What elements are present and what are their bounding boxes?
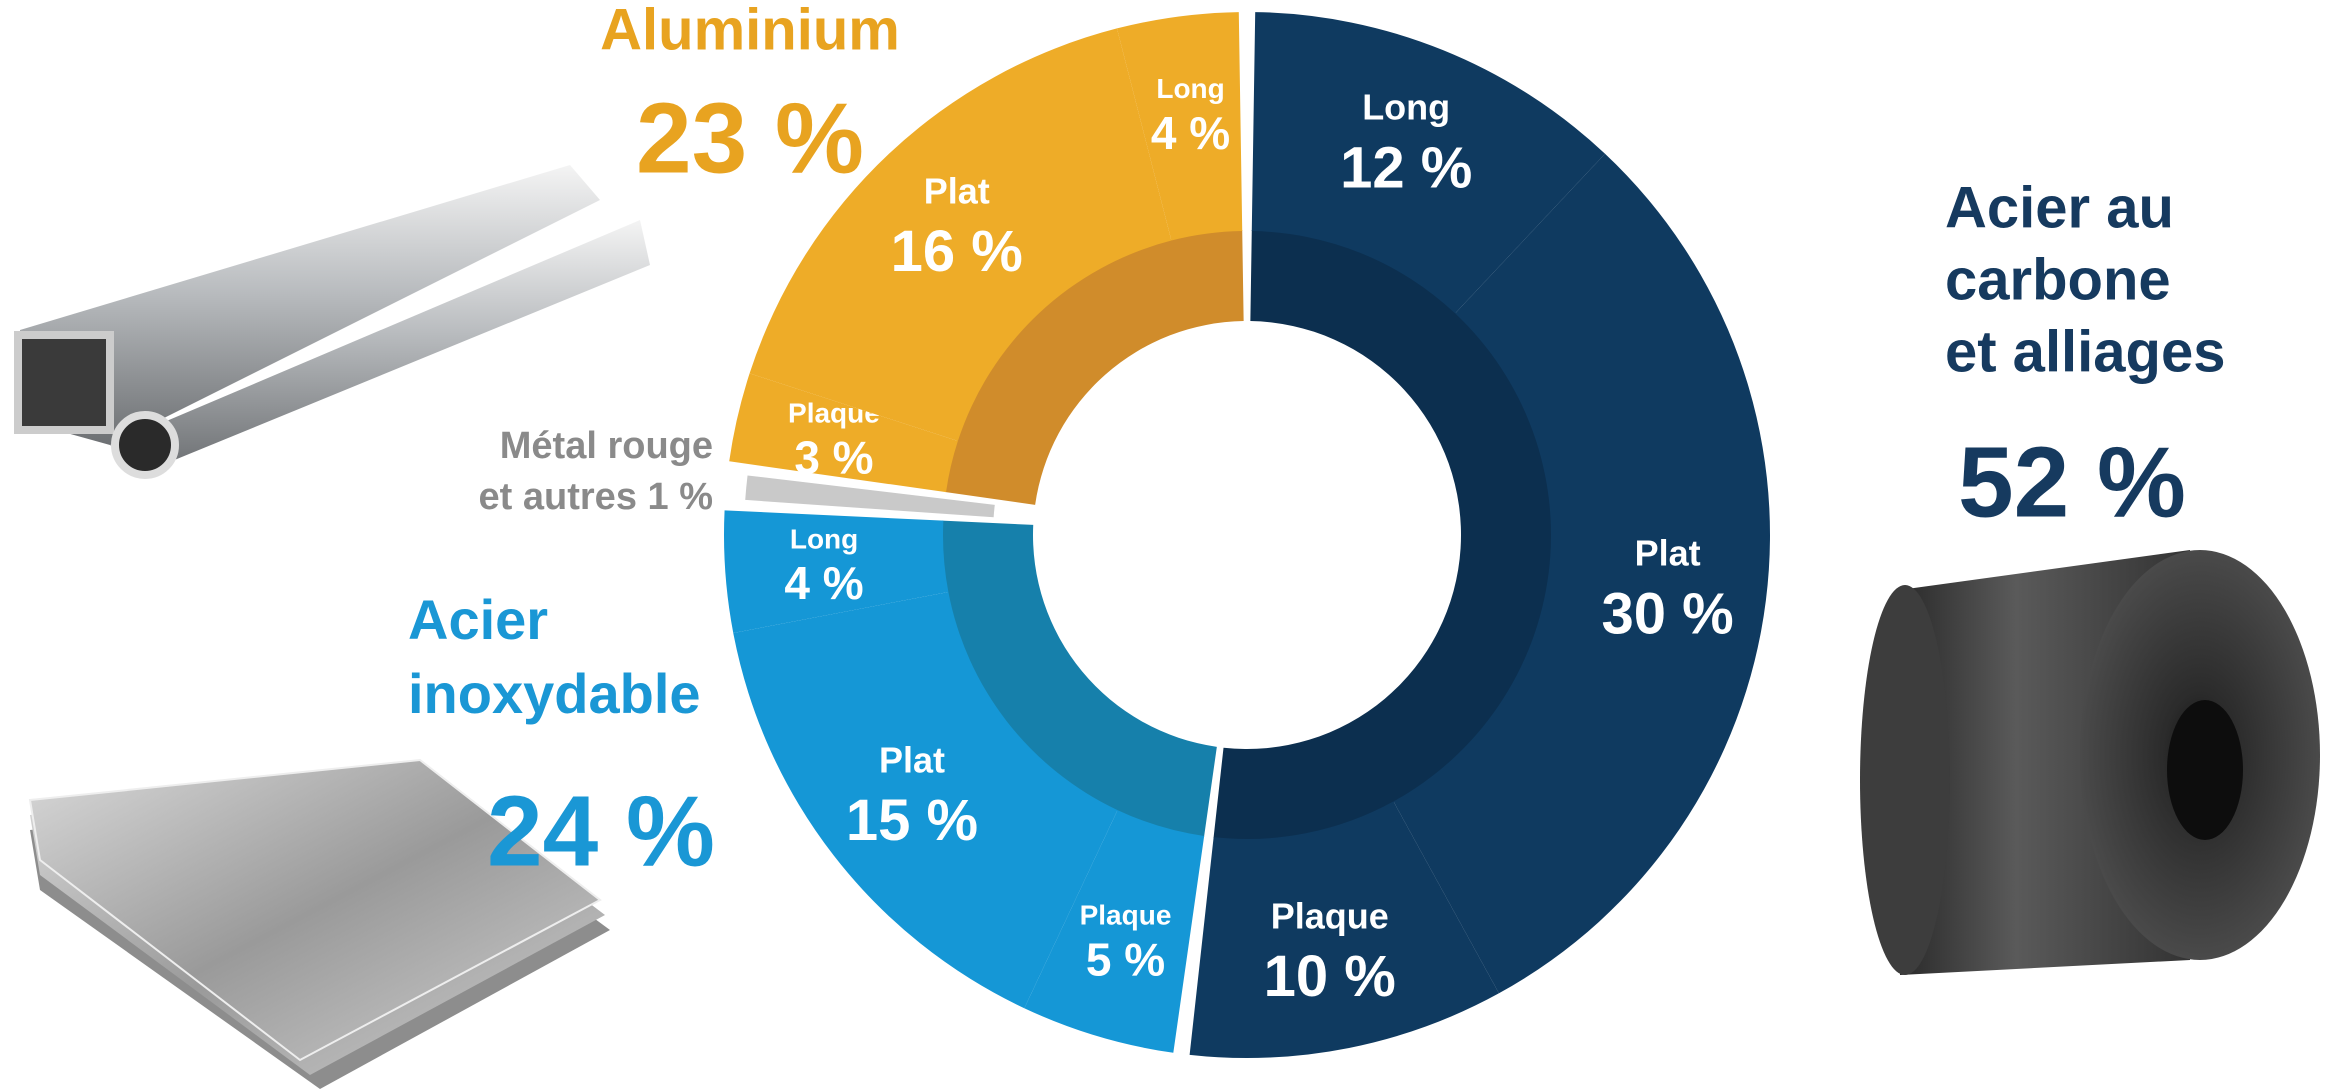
segment-value: 4 % <box>784 557 863 609</box>
group-band <box>745 475 995 518</box>
group-name: Acier <box>408 588 548 651</box>
segment-value: 3 % <box>794 431 873 483</box>
segment-value: 5 % <box>1086 933 1165 985</box>
segment-name: Long <box>790 523 858 554</box>
segment-name: Plat <box>924 170 990 211</box>
group-value: 23 % <box>636 82 864 194</box>
segment-value: 30 % <box>1602 581 1734 646</box>
group-value: 24 % <box>487 775 715 887</box>
segment-name: Plat <box>1635 533 1701 574</box>
segment-value: 12 % <box>1340 135 1472 200</box>
aluminium-image <box>14 165 650 479</box>
segment <box>733 591 1118 1009</box>
stainless-image <box>28 758 610 1089</box>
group-name: Métal rouge <box>500 425 713 467</box>
group-value: 52 % <box>1958 426 2186 538</box>
group-band <box>945 230 1244 505</box>
segment <box>1024 810 1205 1053</box>
coil-image <box>1860 550 2320 975</box>
group-name: et autres <box>479 476 637 518</box>
group-label: et autres 1 % <box>479 476 713 518</box>
segment-value: 4 % <box>1151 107 1230 159</box>
segment <box>729 373 958 493</box>
group-name: Acier au <box>1945 175 2174 240</box>
segment-name: Long <box>1362 87 1450 128</box>
segment-value: 15 % <box>846 788 978 853</box>
group-name: Aluminium <box>600 0 900 62</box>
segment-value: 16 % <box>891 219 1023 284</box>
segment-value: 10 % <box>1264 944 1396 1009</box>
group-name: et alliages <box>1945 319 2225 384</box>
group-name: carbone <box>1945 247 2171 312</box>
segment <box>1251 12 1606 314</box>
segment-name: Plat <box>879 739 945 780</box>
segment <box>1189 801 1499 1058</box>
segment <box>1116 12 1243 241</box>
group-band <box>1213 230 1553 841</box>
group-value: 1 % <box>648 476 713 518</box>
segment-name: Plaque <box>1080 900 1172 931</box>
group-band <box>941 520 1217 837</box>
segment-name: Plaque <box>1271 895 1389 936</box>
segment-name: Long <box>1156 73 1224 104</box>
segment <box>1393 153 1770 994</box>
segment <box>749 28 1172 442</box>
group-name: inoxydable <box>408 662 701 725</box>
segment <box>723 510 949 634</box>
